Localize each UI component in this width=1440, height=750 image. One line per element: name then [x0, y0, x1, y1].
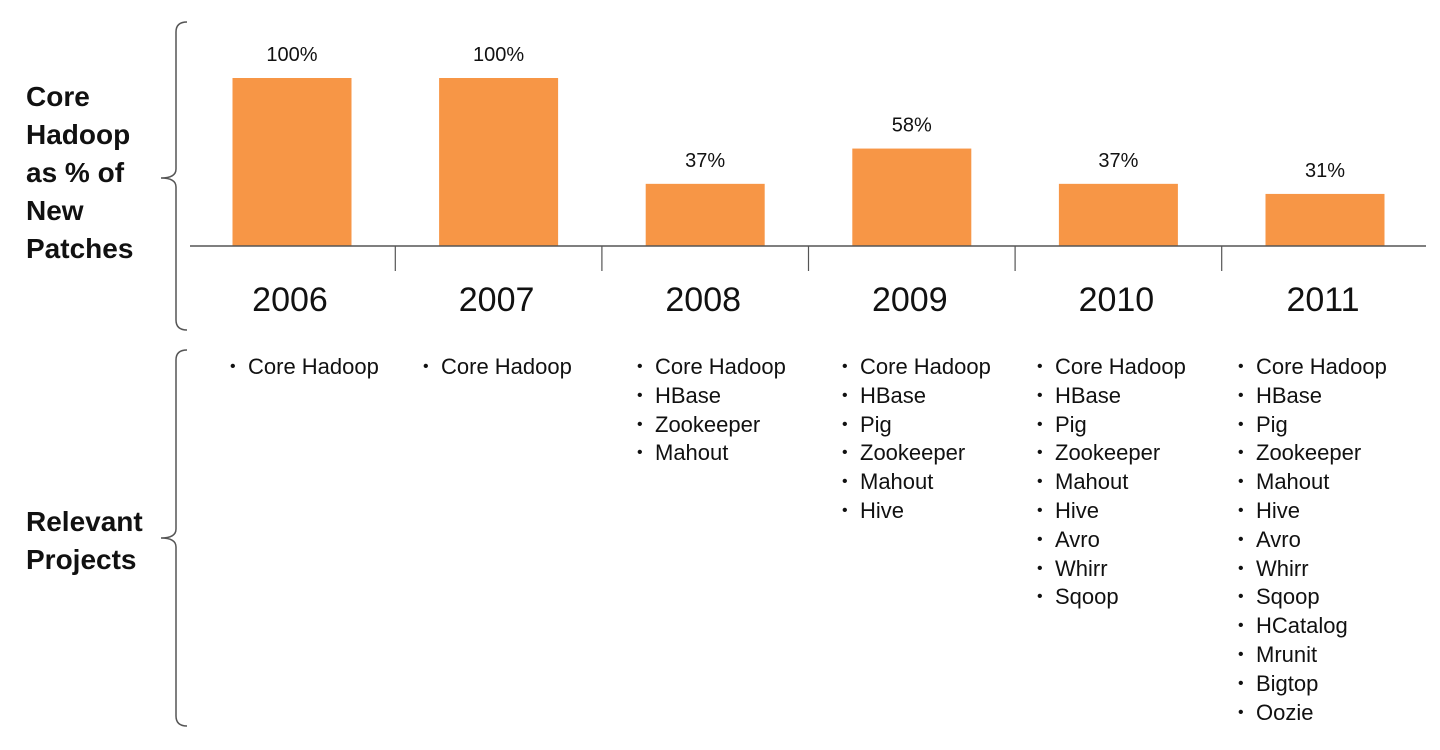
- tick-label-2007: 2007: [459, 281, 535, 319]
- list-item: Core Hadoop: [421, 353, 572, 382]
- list-item: Zookeeper: [1035, 439, 1186, 468]
- list-item: Whirr: [1035, 555, 1186, 584]
- project-list-2006: Core Hadoop: [228, 353, 379, 382]
- tick-label-2009: 2009: [872, 281, 948, 319]
- list-item: Mahout: [1236, 468, 1387, 497]
- relevant-projects-label: Relevant Projects: [26, 506, 143, 575]
- list-item: HBase: [840, 382, 991, 411]
- tick-label-2006: 2006: [252, 281, 328, 319]
- list-item: Core Hadoop: [228, 353, 379, 382]
- list-item: HBase: [1236, 382, 1387, 411]
- list-item: Whirr: [1236, 555, 1387, 584]
- list-item: HBase: [1035, 382, 1186, 411]
- list-item: Core Hadoop: [1236, 353, 1387, 382]
- core-hadoop-axis-label: Core Hadoop as % of New Patches: [26, 81, 134, 264]
- list-item: Core Hadoop: [635, 353, 786, 382]
- list-item: Sqoop: [1236, 583, 1387, 612]
- data-label-2011: 31%: [1305, 160, 1345, 182]
- list-item: Hive: [1236, 497, 1387, 526]
- list-item: Hive: [1035, 497, 1186, 526]
- list-item: Zookeeper: [840, 439, 991, 468]
- relevant-projects-brace: [160, 349, 188, 727]
- list-item: Core Hadoop: [1035, 353, 1186, 382]
- bar-2011: [1265, 193, 1385, 246]
- list-item: Bigtop: [1236, 670, 1387, 699]
- list-item: Core Hadoop: [840, 353, 991, 382]
- list-item: Mahout: [635, 439, 786, 468]
- bar-2010: [1058, 183, 1178, 246]
- data-label-2007: 100%: [473, 44, 524, 66]
- list-item: Oozie: [1236, 699, 1387, 728]
- list-item: Zookeeper: [635, 411, 786, 440]
- data-label-2009: 58%: [892, 115, 932, 137]
- list-item: Mrunit: [1236, 641, 1387, 670]
- tick-label-2008: 2008: [665, 281, 741, 319]
- bar-2009: [852, 148, 972, 246]
- list-item: Mahout: [840, 468, 991, 497]
- project-list-2009: Core HadoopHBasePigZookeeperMahoutHive: [840, 353, 991, 526]
- list-item: HCatalog: [1236, 612, 1387, 641]
- data-label-2010: 37%: [1098, 150, 1138, 172]
- core-hadoop-brace: [160, 21, 188, 331]
- list-item: Pig: [1035, 411, 1186, 440]
- list-item: Pig: [1236, 411, 1387, 440]
- data-label-2008: 37%: [685, 150, 725, 172]
- list-item: Sqoop: [1035, 583, 1186, 612]
- bar-2006: [232, 78, 352, 246]
- list-item: Pig: [840, 411, 991, 440]
- project-list-2011: Core HadoopHBasePigZookeeperMahoutHiveAv…: [1236, 353, 1387, 727]
- tick-label-2011: 2011: [1286, 281, 1359, 319]
- project-list-2010: Core HadoopHBasePigZookeeperMahoutHiveAv…: [1035, 353, 1186, 612]
- list-item: Zookeeper: [1236, 439, 1387, 468]
- list-item: Avro: [1236, 526, 1387, 555]
- bar-2008: [645, 183, 765, 246]
- list-item: Avro: [1035, 526, 1186, 555]
- data-label-2006: 100%: [266, 44, 317, 66]
- list-item: Hive: [840, 497, 991, 526]
- list-item: HBase: [635, 382, 786, 411]
- bar-2007: [439, 78, 559, 246]
- project-list-2007: Core Hadoop: [421, 353, 572, 382]
- list-item: Mahout: [1035, 468, 1186, 497]
- project-list-2008: Core HadoopHBaseZookeeperMahout: [635, 353, 786, 468]
- tick-label-2010: 2010: [1079, 281, 1155, 319]
